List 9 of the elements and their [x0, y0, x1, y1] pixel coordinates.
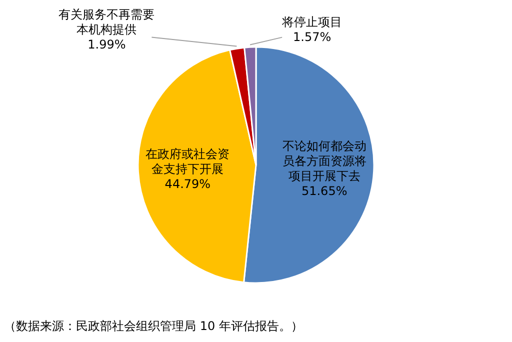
slice-label: 有关服务不再需要本机构提供 — [58, 7, 155, 36]
slice-label: 不论如何都会动员各方面资源将项目开展下去 — [282, 139, 366, 184]
data-label: 1.57% — [293, 30, 332, 44]
data-label: 1.99% — [88, 37, 126, 52]
data-label: 51.65% — [301, 184, 348, 198]
slice-label: 在政府或社会资金支持下开展 — [146, 147, 230, 176]
slice-label: 将停止项目 — [281, 14, 342, 29]
text: （数据来源：民政部社会组织管理局 10 年评估报告。） — [4, 319, 303, 333]
data-label: 44.79% — [164, 177, 211, 192]
